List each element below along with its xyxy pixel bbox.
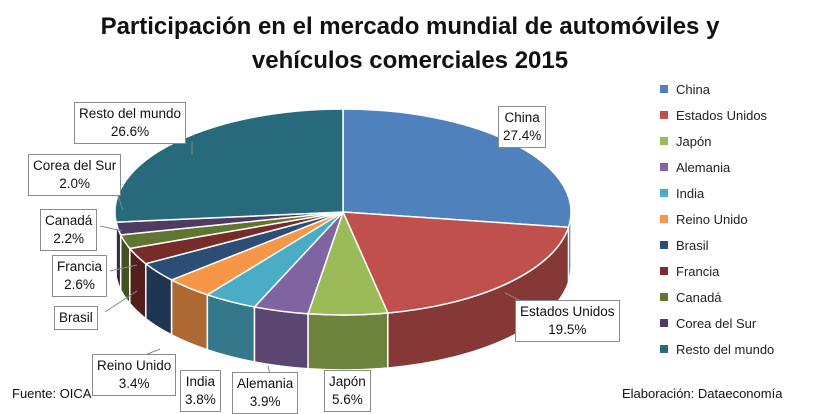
legend-swatch: [660, 293, 668, 301]
legend-swatch: [660, 189, 668, 197]
data-label-value: 2.2%: [53, 231, 85, 246]
data-label-name: Japón: [329, 374, 366, 389]
legend-item-canada: Canadá: [660, 288, 722, 308]
legend-label: Corea del Sur: [676, 316, 757, 331]
data-label-value: 2.6%: [64, 277, 95, 292]
legend-label: Resto del mundo: [676, 342, 775, 357]
data-label-name: Corea del Sur: [33, 158, 117, 173]
data-label-reino-unido: Reino Unido 3.4%: [92, 354, 177, 396]
pie-side-japon: [307, 312, 389, 371]
chart-title: Participación en el mercado mundial de a…: [100, 13, 720, 74]
data-label-name: Resto del mundo: [79, 106, 182, 121]
legend-item-brasil: Brasil: [660, 236, 709, 256]
legend-swatch: [660, 137, 668, 145]
legend-item-estados-unidos: Estados Unidos: [660, 106, 767, 126]
legend-item-india: India: [660, 184, 704, 204]
legend-swatch: [660, 85, 668, 93]
data-label-value: 2.0%: [59, 176, 91, 191]
pie-slice-estados-unidos: [341, 211, 570, 314]
data-label-value: 3.4%: [118, 376, 150, 391]
data-label-value: 5.6%: [332, 392, 363, 407]
legend-label: Alemania: [676, 160, 731, 175]
legend-swatch: [660, 241, 668, 249]
data-label-name: Brasil: [59, 310, 93, 325]
data-label-china: China 27.4%: [498, 106, 547, 148]
data-label-francia: Francia 2.6%: [52, 255, 108, 297]
data-label-name: Francia: [57, 259, 103, 274]
data-label-name: Canadá: [45, 213, 93, 228]
data-label-value: 26.6%: [110, 124, 150, 139]
data-label-estados-unidos: Estados Unidos 19.5%: [515, 300, 620, 342]
legend-swatch: [660, 215, 668, 223]
pie-tops: [114, 108, 572, 316]
legend-label: China: [676, 82, 710, 97]
legend-label: Brasil: [676, 238, 709, 253]
legend-label: India: [676, 186, 705, 201]
data-label-resto-del-mundo: Resto del mundo 26.6%: [74, 102, 187, 144]
data-label-name: Estados Unidos: [520, 304, 615, 319]
data-label-india: India 3.8%: [180, 370, 221, 412]
legend-label: Canadá: [676, 290, 722, 305]
legend-swatch: [660, 267, 668, 275]
pie-side-alemania: [253, 306, 309, 370]
legend-item-resto-del-mundo: Resto del mundo: [660, 340, 774, 360]
data-label-value: 3.9%: [249, 394, 281, 409]
data-label-japon: Japón 5.6%: [324, 370, 371, 412]
data-label-name: India: [185, 374, 216, 389]
data-label-value: 19.5%: [548, 322, 587, 337]
pie-sides: [114, 211, 572, 371]
legend-item-china: China: [660, 80, 710, 100]
legend-label: Reino Unido: [676, 212, 748, 227]
data-label-name: Reino Unido: [97, 358, 172, 373]
credit-note: Elaboración: Dataeconomía: [622, 386, 783, 401]
legend-item-reino-unido: Reino Unido: [660, 210, 748, 230]
data-label-corea-del-sur: Corea del Sur 2.0%: [28, 154, 122, 196]
data-label-value: 3.8%: [185, 392, 216, 407]
legend-swatch: [660, 111, 668, 119]
legend-label: Francia: [676, 264, 720, 279]
legend-label: Japón: [676, 134, 712, 149]
legend-swatch: [660, 319, 668, 327]
legend-item-alemania: Alemania: [660, 158, 730, 178]
legend-item-japon: Japón: [660, 132, 711, 152]
legend-item-francia: Francia: [660, 262, 719, 282]
legend-item-corea-del-sur: Corea del Sur: [660, 314, 756, 334]
source-note: Fuente: OICA: [12, 386, 92, 401]
data-label-name: China: [504, 110, 540, 125]
data-label-alemania: Alemania 3.9%: [232, 372, 299, 414]
data-label-name: Alemania: [237, 376, 294, 391]
legend-swatch: [660, 345, 668, 353]
legend-label: Estados Unidos: [676, 108, 768, 123]
data-label-canada: Canadá 2.2%: [40, 209, 98, 251]
data-label-brasil: Brasil: [54, 306, 98, 330]
data-label-value: 27.4%: [503, 128, 542, 143]
legend-swatch: [660, 163, 668, 171]
